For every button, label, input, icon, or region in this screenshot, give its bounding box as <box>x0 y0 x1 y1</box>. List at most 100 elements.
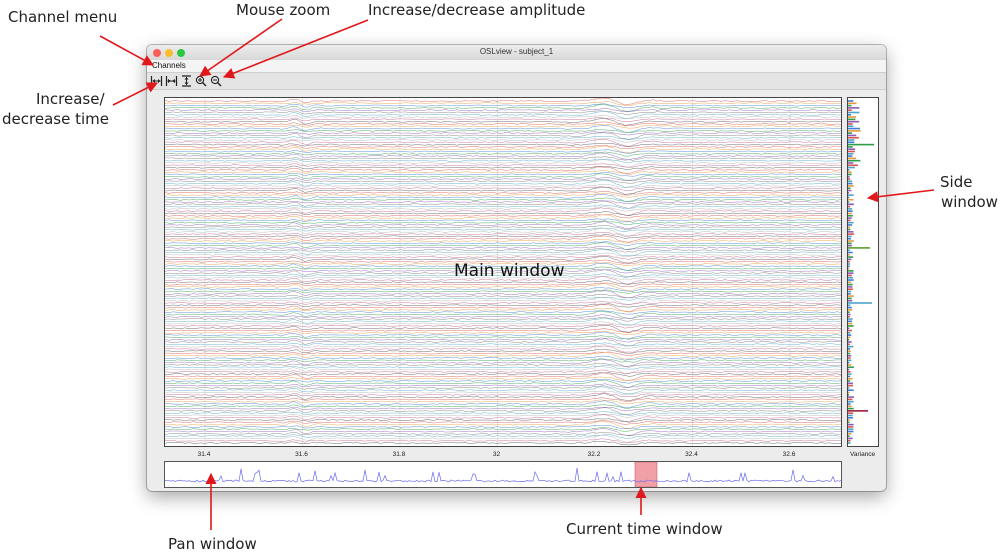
variance-bar <box>848 180 852 183</box>
main-window-plot[interactable] <box>164 97 842 447</box>
channels-menu[interactable]: Channels <box>152 61 186 70</box>
variance-bar <box>848 428 854 431</box>
channel-trace <box>165 152 841 161</box>
channel-trace <box>165 421 841 429</box>
channel-trace <box>165 303 841 308</box>
main-window-label: Main window <box>454 261 565 281</box>
variance-bar <box>848 334 852 336</box>
channel-trace <box>165 245 841 251</box>
channel-trace <box>165 296 841 301</box>
channel-trace <box>165 98 841 106</box>
channel-trace <box>165 184 841 189</box>
variance-bar <box>848 178 851 180</box>
channel-trace <box>165 372 841 377</box>
channel-trace <box>165 273 841 278</box>
variance-bar <box>848 116 856 118</box>
channel-trace <box>165 131 841 136</box>
zoom-window-button[interactable] <box>177 49 185 57</box>
channel-trace <box>165 110 841 120</box>
variance-bar <box>848 361 850 364</box>
channel-trace <box>165 276 841 281</box>
arrow-channel-menu <box>99 35 154 66</box>
title-bar: OSLview - subject_1 <box>147 45 886 60</box>
variance-bar <box>848 157 856 160</box>
variance-bar <box>848 247 870 249</box>
channel-trace <box>165 286 841 292</box>
variance-bar <box>848 260 850 263</box>
zoom-out-icon[interactable] <box>210 75 223 87</box>
decrease-time-icon[interactable] <box>165 75 178 87</box>
variance-bar <box>848 373 852 375</box>
variance-bar <box>848 148 856 151</box>
channel-trace <box>165 385 841 391</box>
variance-bar <box>848 169 850 171</box>
channel-trace <box>165 139 841 147</box>
variance-bar <box>848 274 852 277</box>
variance-bar <box>848 152 854 155</box>
x-tick-label: 32.6 <box>782 451 796 458</box>
channel-trace <box>165 263 841 271</box>
variance-bar <box>848 288 853 291</box>
pan-window[interactable] <box>164 461 842 488</box>
variance-bar <box>848 309 852 311</box>
x-tick-label: 32.2 <box>587 451 601 458</box>
channel-trace <box>165 351 841 357</box>
variance-bar <box>848 185 854 187</box>
variance-bar <box>848 433 852 435</box>
channel-trace <box>165 345 841 353</box>
channel-trace <box>165 355 841 361</box>
variance-bar <box>848 435 850 437</box>
variance-bar <box>848 311 850 313</box>
channel-trace <box>165 213 841 219</box>
variance-bar <box>848 276 853 279</box>
channel-trace <box>165 406 841 411</box>
variance-bar <box>848 299 853 302</box>
variance-bar <box>848 194 854 196</box>
variance-bar <box>848 352 851 355</box>
variance-bar <box>848 111 860 114</box>
channel-trace <box>165 283 841 291</box>
minimize-window-button[interactable] <box>165 49 173 57</box>
zoom-in-icon[interactable] <box>195 75 208 87</box>
channel-trace <box>165 172 841 177</box>
close-window-button[interactable] <box>153 49 161 57</box>
channel-trace <box>165 317 841 322</box>
variance-bar <box>848 327 850 330</box>
channel-trace <box>165 376 841 381</box>
channel-trace <box>165 156 841 161</box>
variance-bar <box>848 371 851 373</box>
channel-trace <box>165 266 841 272</box>
channel-trace <box>165 323 841 329</box>
variance-label: Variance <box>850 451 876 458</box>
variance-bar <box>848 107 860 109</box>
variance-bar <box>848 359 852 362</box>
variance-bar <box>848 159 861 162</box>
variance-bar <box>848 233 854 235</box>
side-window-plot[interactable] <box>847 97 879 447</box>
variance-bar <box>848 125 854 128</box>
variance-bar <box>848 293 851 295</box>
variance-bar <box>848 228 851 231</box>
variance-bar <box>848 189 852 192</box>
channel-trace <box>165 418 841 423</box>
app-window: OSLview - subject_1 Channels 31.4 31.6 31.… <box>147 45 886 491</box>
channel-trace <box>165 342 841 347</box>
channel-trace <box>165 101 841 106</box>
callout-side-line2: window <box>941 193 998 211</box>
callout-side-line1: Side <box>940 173 973 191</box>
increase-amplitude-icon[interactable] <box>180 75 193 87</box>
variance-bar <box>848 141 855 144</box>
channel-trace <box>165 248 841 253</box>
variance-bar <box>848 150 855 153</box>
variance-bar <box>848 315 850 318</box>
increase-time-icon[interactable] <box>150 75 163 87</box>
channel-trace <box>165 428 841 436</box>
channel-trace <box>165 441 841 446</box>
channel-trace <box>165 179 841 188</box>
variance-bar <box>848 350 851 352</box>
callout-time-line2: decrease time <box>2 110 109 128</box>
channel-trace <box>165 399 841 405</box>
callout-channel-menu: Channel menu <box>8 8 118 26</box>
variance-bar <box>848 162 854 164</box>
channel-trace <box>165 151 841 157</box>
